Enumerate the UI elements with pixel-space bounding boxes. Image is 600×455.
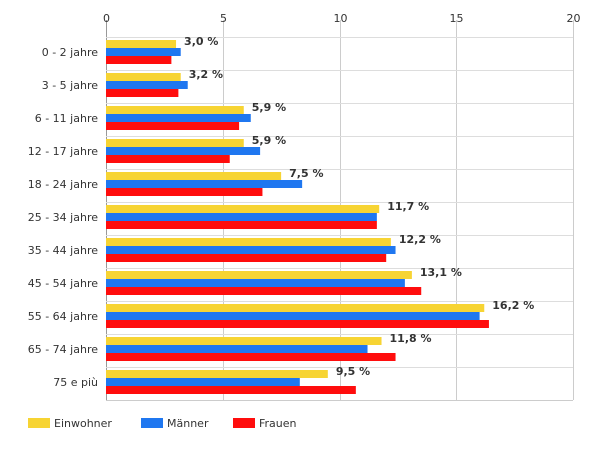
bar-einwohner <box>106 271 412 279</box>
y-category-label: 18 - 24 jahre <box>28 178 99 191</box>
bar-einwohner <box>106 139 244 147</box>
data-label: 13,1 % <box>420 266 462 279</box>
bar-m-nner <box>106 246 396 254</box>
bar-einwohner <box>106 73 181 81</box>
grid <box>106 20 574 401</box>
data-label: 3,0 % <box>184 35 218 48</box>
x-tick-label: 5 <box>220 12 227 25</box>
bar-frauen <box>106 353 396 361</box>
bar-einwohner <box>106 238 391 246</box>
legend-swatch <box>233 418 255 428</box>
bar-frauen <box>106 320 489 328</box>
bar-einwohner <box>106 172 282 180</box>
y-category-label: 45 - 54 jahre <box>28 277 99 290</box>
y-axis-categories: 0 - 2 jahre 3 - 5 jahre 6 - 11 jahre 12 - 1… <box>28 46 99 389</box>
x-tick-label: 20 <box>567 12 581 25</box>
data-label: 11,7 % <box>387 200 429 213</box>
x-tick-label: 15 <box>450 12 464 25</box>
bar-einwohner <box>106 337 382 345</box>
x-tick-label: 10 <box>334 12 348 25</box>
bar-m-nner <box>106 312 480 320</box>
bar-frauen <box>106 188 263 196</box>
data-label: 11,8 % <box>390 332 432 345</box>
y-category-label: 65 - 74 jahre <box>28 343 99 356</box>
legend-label: Frauen <box>259 417 297 430</box>
bar-frauen <box>106 287 422 295</box>
y-category-label: 25 - 34 jahre <box>28 211 99 224</box>
bar-m-nner <box>106 147 261 155</box>
data-label: 12,2 % <box>399 233 441 246</box>
bar-m-nner <box>106 48 181 56</box>
data-label: 3,2 % <box>189 68 223 81</box>
data-label: 5,9 % <box>252 101 286 114</box>
bar-m-nner <box>106 345 368 353</box>
x-tick-label: 0 <box>103 12 110 25</box>
bar-frauen <box>106 155 230 163</box>
y-category-label: 35 - 44 jahre <box>28 244 99 257</box>
bar-frauen <box>106 89 179 97</box>
bar-m-nner <box>106 180 303 188</box>
bar-frauen <box>106 386 356 394</box>
bar-frauen <box>106 254 387 262</box>
y-category-label: 0 - 2 jahre <box>42 46 99 59</box>
legend-swatch <box>141 418 163 428</box>
data-label: 7,5 % <box>289 167 323 180</box>
bar-einwohner <box>106 370 328 378</box>
y-category-label: 55 - 64 jahre <box>28 310 99 323</box>
data-label: 9,5 % <box>336 365 370 378</box>
y-category-label: 12 - 17 jahre <box>28 145 99 158</box>
legend-label: Einwohner <box>54 417 112 430</box>
data-label: 16,2 % <box>492 299 534 312</box>
y-category-label: 3 - 5 jahre <box>42 79 99 92</box>
bar-m-nner <box>106 213 377 221</box>
legend-label: Männer <box>167 417 209 430</box>
bar-einwohner <box>106 304 485 312</box>
legend: Einwohner Männer Frauen <box>28 417 297 430</box>
bar-frauen <box>106 221 377 229</box>
y-category-label: 75 e più <box>53 376 98 389</box>
x-axis-ticks: 0 5 10 15 20 <box>103 12 581 25</box>
legend-swatch <box>28 418 50 428</box>
data-labels: 3,0 % 3,2 % 5,9 % 5,9 % 7,5 % 11,7 % 12,2 % 13,… <box>184 35 534 378</box>
bar-einwohner <box>106 205 380 213</box>
bar-m-nner <box>106 114 251 122</box>
bar-frauen <box>106 56 172 64</box>
bar-frauen <box>106 122 240 130</box>
bars <box>106 40 489 394</box>
data-label: 5,9 % <box>252 134 286 147</box>
bar-m-nner <box>106 81 188 89</box>
bar-einwohner <box>106 40 177 48</box>
bar-einwohner <box>106 106 244 114</box>
y-category-label: 6 - 11 jahre <box>35 112 99 125</box>
bar-m-nner <box>106 378 300 386</box>
bar-m-nner <box>106 279 405 287</box>
